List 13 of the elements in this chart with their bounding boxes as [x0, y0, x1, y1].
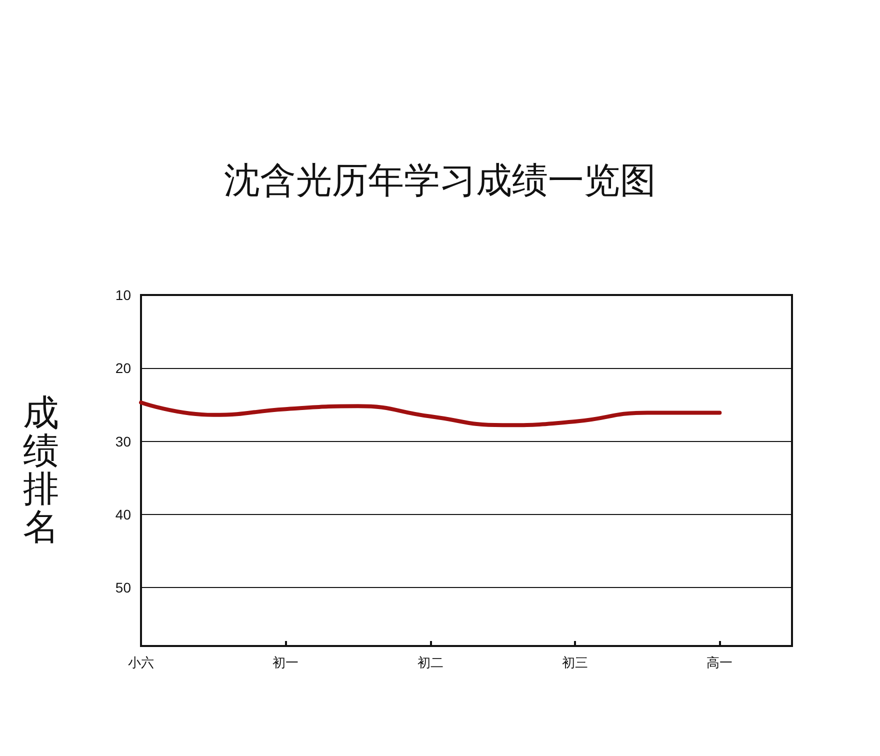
x-tick-label: 初一 [272, 655, 299, 670]
x-tick-label: 小六 [128, 655, 154, 670]
x-tick-label: 初三 [562, 655, 588, 670]
y-axis-title: 成绩排名 [23, 393, 59, 548]
x-tick-label: 初二 [417, 655, 444, 670]
y-tick-label: 30 [115, 433, 132, 450]
y-tick-label: 20 [115, 360, 132, 376]
chart-title: 沈含光历年学习成绩一览图 [224, 160, 656, 202]
y-tick-label: 40 [115, 506, 132, 522]
y-tick-label: 50 [115, 580, 132, 596]
y-tick-label: 10 [115, 287, 132, 303]
x-tick-label: 高一 [706, 655, 733, 670]
line-series [139, 400, 722, 428]
